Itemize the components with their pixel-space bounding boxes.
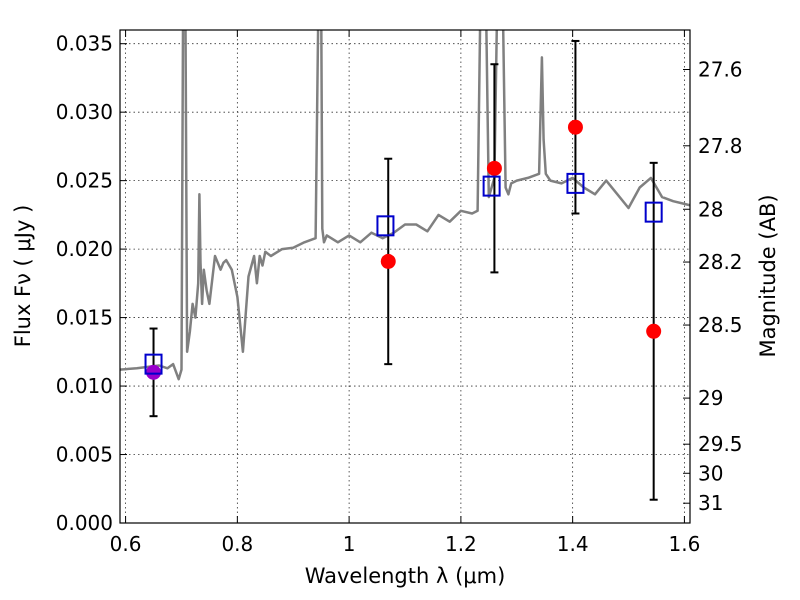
y-tick-label-3: 0.015: [56, 306, 113, 330]
plot-frame: [119, 29, 691, 524]
y-tick-label-7: 0.035: [56, 32, 113, 56]
model-band-square-0: [144, 353, 163, 375]
observed-point-2: [486, 160, 502, 176]
model-spectrum-line: [120, 30, 690, 381]
model-band-square-3: [566, 172, 585, 194]
right-tick-label-8: 31: [698, 491, 723, 515]
right-axis-ticks: 27.6 27.8 28 28.2 28.5 29 29.5 30 31: [683, 58, 743, 515]
x-tick-label-3: 1.2: [445, 532, 477, 556]
right-tick-label-1: 27.8: [698, 134, 743, 158]
y-axis-label: Flux Fν ( μJy ): [11, 205, 35, 348]
x-tick-label-2: 1: [343, 532, 356, 556]
right-tick-label-2: 28: [698, 197, 723, 221]
right-tick-label-7: 30: [698, 461, 723, 485]
model-band-square-4: [644, 201, 663, 223]
right-tick-label-5: 29: [698, 386, 723, 410]
x-tick-label-5: 1.6: [669, 532, 701, 556]
observed-point-0: [146, 364, 162, 380]
observed-point-3: [567, 119, 583, 135]
right-tick-label-6: 29.5: [698, 432, 743, 456]
observed-point-1: [380, 253, 396, 269]
observed-point-4: [646, 323, 662, 339]
observed-points: [146, 119, 662, 380]
right-tick-label-3: 28.2: [698, 250, 743, 274]
y-tick-label-2: 0.010: [56, 374, 113, 398]
y-axis-ticks: 0.000 0.005 0.010 0.015 0.020 0.025 0.030 0.035: [56, 32, 127, 535]
y-tick-label-1: 0.005: [56, 443, 113, 467]
y-tick-label-0: 0.000: [56, 511, 113, 535]
x-axis-ticks: 0.6 0.8 1 1.2 1.4 1.6: [110, 30, 701, 556]
x-axis-label: Wavelength λ (μm): [305, 564, 506, 588]
model-band-squares: [144, 172, 663, 375]
right-tick-label-4: 28.5: [698, 313, 743, 337]
x-tick-label-0: 0.6: [110, 532, 142, 556]
y-tick-label-4: 0.020: [56, 237, 113, 261]
y-tick-label-5: 0.025: [56, 169, 113, 193]
x-tick-label-1: 0.8: [221, 532, 253, 556]
model-band-square-1: [376, 215, 395, 237]
x-tick-label-4: 1.4: [557, 532, 589, 556]
right-tick-label-0: 27.6: [698, 58, 743, 82]
y-tick-label-6: 0.030: [56, 100, 113, 124]
error-bars: [149, 39, 658, 501]
model-band-square-2: [482, 175, 501, 197]
right-axis-label: Magnitude (AB): [756, 194, 780, 357]
